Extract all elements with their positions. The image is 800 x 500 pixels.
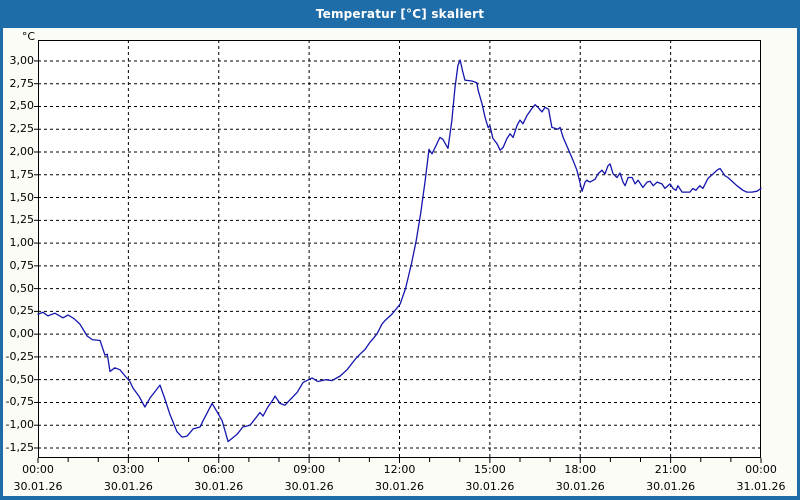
chart-svg bbox=[34, 40, 762, 463]
temperature-series-line bbox=[37, 59, 762, 443]
window-titlebar[interactable]: Temperatur [°C] skaliert bbox=[0, 0, 800, 28]
window-title: Temperatur [°C] skaliert bbox=[315, 7, 485, 21]
plot-area bbox=[34, 40, 762, 463]
plot-border bbox=[38, 40, 761, 458]
